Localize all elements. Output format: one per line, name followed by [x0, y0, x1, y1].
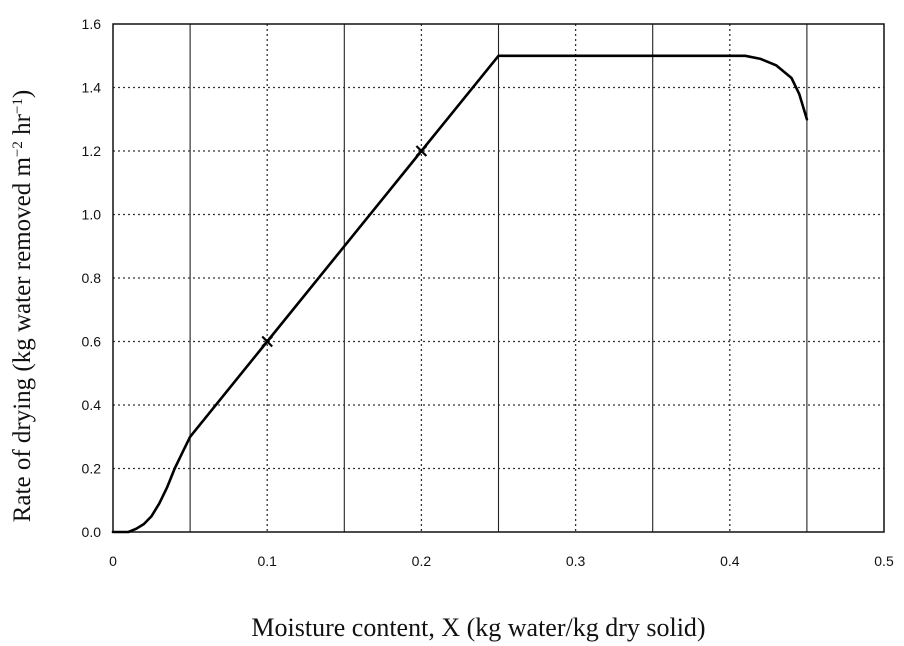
y-axis-title-end: ): [9, 90, 36, 98]
y-tick-label: 1.6: [82, 16, 102, 32]
y-axis-title-sup1: −2: [10, 141, 26, 157]
x-tick-label: 0.2: [412, 553, 432, 569]
y-tick-label: 0.4: [82, 397, 102, 413]
y-tick-label: 0.0: [82, 524, 102, 540]
data-point-marker: [415, 145, 428, 157]
x-tick-label: 0.4: [720, 553, 740, 569]
data-point-marker: [261, 335, 273, 348]
x-tick-label: 0.1: [257, 553, 277, 569]
grid-lines: [113, 24, 884, 532]
x-tick-label: 0.5: [874, 553, 894, 569]
y-axis-title-main: Rate of drying (kg water removed m: [9, 157, 36, 523]
plot-frame: [112, 23, 885, 533]
series-layer: [111, 54, 809, 534]
y-tick-label: 0.8: [82, 270, 102, 286]
series-line: [111, 54, 809, 534]
x-tick-label: 0: [109, 553, 117, 569]
y-axis-title-mid: hr: [9, 113, 36, 141]
y-tick-label: 0.2: [82, 461, 102, 477]
x-axis-title: Moisture content, X (kg water/kg dry sol…: [251, 613, 705, 642]
x-tick-label: 0.3: [566, 553, 586, 569]
y-tick-label: 0.6: [82, 334, 102, 350]
y-tick-label: 1.4: [82, 80, 102, 96]
marker-layer: [261, 145, 428, 348]
y-axis-title: Rate of drying (kg water removed m−2 hr−…: [9, 90, 36, 523]
y-tick-label: 1.2: [82, 143, 102, 159]
y-tick-label: 1.0: [82, 207, 102, 223]
tick-labels: 0 0.1 0.2 0.3 0.4 0.5 0.0 0.2 0.4 0.6 0.8 1.0 1.2 1.4…: [82, 16, 894, 569]
y-axis-title-sup2: −1: [10, 98, 26, 114]
